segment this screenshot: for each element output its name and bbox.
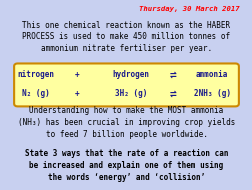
Text: +: + — [74, 89, 79, 98]
Text: +: + — [74, 70, 79, 79]
FancyBboxPatch shape — [14, 63, 238, 106]
Text: N₂ (g): N₂ (g) — [22, 89, 50, 98]
Text: nitrogen: nitrogen — [18, 70, 54, 79]
Text: hydrogen: hydrogen — [112, 70, 149, 79]
Text: State 3 ways that the rate of a reaction can
be increased and explain one of the: State 3 ways that the rate of a reaction… — [25, 149, 227, 182]
Text: Thursday, 30 March 2017: Thursday, 30 March 2017 — [139, 6, 239, 12]
Text: Understanding how to make the MOST ammonia
(NH₃) has been crucial in improving c: Understanding how to make the MOST ammon… — [18, 106, 234, 139]
Text: ammonia: ammonia — [195, 70, 228, 79]
Text: ⇌: ⇌ — [169, 88, 176, 98]
Text: 2NH₃ (g): 2NH₃ (g) — [193, 89, 230, 98]
Text: 3H₂ (g): 3H₂ (g) — [114, 89, 147, 98]
Text: ⇌: ⇌ — [169, 70, 176, 80]
Text: This one chemical reaction known as the HABER
PROCESS is used to make 450 millio: This one chemical reaction known as the … — [22, 21, 230, 53]
